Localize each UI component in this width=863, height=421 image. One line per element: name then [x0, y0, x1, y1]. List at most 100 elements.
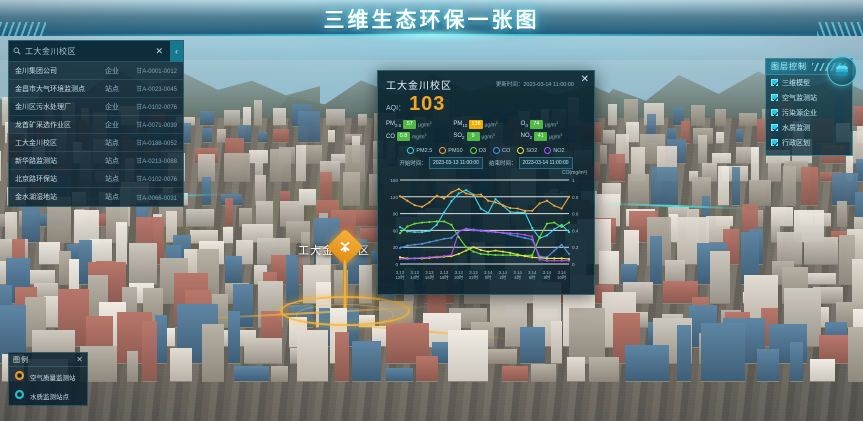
building [599, 145, 608, 165]
layer-item-3[interactable]: 水质监测 [766, 120, 852, 135]
building [258, 132, 268, 144]
chart-line-pm25 [399, 189, 570, 239]
search-result-row[interactable]: 金昌市大气环境监测点 站点 甘A-0023-0045 [9, 80, 183, 98]
layer-checkbox[interactable] [771, 109, 778, 116]
result-name: 龙首矿采选作业区 [15, 121, 71, 129]
popup-close-icon[interactable]: ✕ [580, 74, 589, 85]
chart-point [553, 228, 556, 231]
search-results-list[interactable]: 金川集团公司 企业 甘A-0001-0012 金昌市大气环境监测点 站点 甘A-0023-… [9, 62, 183, 206]
end-date-group[interactable]: 结束时间： 2023-03-14 11:00:00 [489, 157, 573, 169]
legend-series-so2[interactable]: SO2 [517, 147, 537, 154]
chart-point [560, 243, 563, 246]
date-range-picker[interactable]: 开始时间： 2023-03-13 11:00:00 结束时间： 2023-03-… [378, 156, 594, 172]
pollutant-trend-chart[interactable]: CO(mg/m³) 0 30 60 90 120 150 0 0.2 0.4 0.6 0.8 1 3.… [383, 170, 589, 280]
result-type: 站点 [105, 85, 119, 93]
chart-point [479, 193, 482, 196]
legend-series-pm10[interactable]: PM10 [439, 147, 463, 154]
chart-y2tick: 0.4 [572, 228, 579, 233]
collapse-panel-button[interactable]: ‹ [170, 40, 183, 62]
chart-point [435, 194, 438, 197]
building [739, 112, 757, 127]
chart-point [428, 229, 431, 233]
building [269, 149, 292, 183]
start-date-label: 开始时间： [399, 161, 427, 167]
legend-series-o3[interactable]: O3 [469, 147, 486, 154]
chart-xtick: 3.14 4时 [513, 270, 522, 280]
building [731, 167, 741, 207]
search-input[interactable]: 工大金川校区 [25, 46, 76, 56]
result-name: 金昌市大气环境监测点 [15, 85, 85, 93]
building [650, 236, 663, 285]
layer-item-4[interactable]: 行政区划 [766, 135, 852, 150]
series-marker [517, 147, 525, 154]
layer-checkbox[interactable] [771, 124, 778, 131]
building [325, 109, 345, 127]
layer-item-0[interactable]: 三维模型 [766, 75, 852, 90]
chart-point [398, 225, 402, 229]
result-type: 企业 [105, 67, 119, 75]
chart-point [487, 230, 490, 233]
series-marker [493, 147, 501, 154]
chart-line-so2 [399, 246, 570, 260]
station-detail-popup[interactable]: ✕ 工大金川校区 更新时间：2023-03-14 11:00:00 AQI： 1… [377, 70, 595, 295]
chart-point [494, 197, 497, 201]
building [349, 209, 378, 227]
pollutant-name: O3 [520, 120, 528, 129]
legend-series-co[interactable]: CO [493, 147, 510, 154]
map-legend-panel[interactable]: 图例 ✕ 空气质量监测站 水质监测站点 [8, 352, 88, 406]
chart-y2-label: CO(mg/m³) [562, 170, 587, 176]
search-result-row[interactable]: 新华路监测站 站点 甘A-0213-0088 [9, 152, 183, 170]
chart-legend[interactable]: PM2.5 PM10 O3 CO SO2 NO2 [378, 144, 594, 156]
building [38, 242, 60, 266]
search-result-row[interactable]: 金川集团公司 企业 甘A-0001-0012 [9, 62, 183, 80]
chart-point [567, 230, 571, 234]
chart-point [465, 228, 468, 231]
chart-point [435, 223, 438, 226]
building [0, 151, 1, 183]
search-result-row[interactable]: 龙首矿采选作业区 企业 甘A-0071-0039 [9, 116, 183, 134]
chart-point [501, 204, 504, 207]
layer-checkbox[interactable] [771, 139, 778, 146]
building [385, 367, 414, 383]
globe-layers-icon[interactable] [827, 56, 857, 86]
layer-list[interactable]: 三维模型 空气监测站 污染源企业 水质监测 行政区划 [766, 75, 852, 150]
chart-point [479, 252, 482, 256]
layer-item-1[interactable]: 空气监测站 [766, 90, 852, 105]
result-name: 新华路监测站 [15, 157, 57, 165]
layer-checkbox[interactable] [771, 94, 778, 101]
legend-series-pm25[interactable]: PM2.5 [407, 147, 432, 154]
air-station-icon [14, 370, 25, 383]
chart-ytick: 150 [390, 178, 398, 183]
start-date-group[interactable]: 开始时间： 2023-03-13 11:00:00 [399, 157, 483, 169]
legend-series-no2[interactable]: NO2 [544, 147, 565, 154]
search-result-row[interactable]: 金水湖湿地站 站点 甘A-0066-0031 [9, 188, 183, 206]
building [357, 114, 368, 127]
start-date-input[interactable]: 2023-03-13 11:00:00 [428, 157, 483, 169]
search-bar[interactable]: 工大金川校区 ✕ ‹ [9, 40, 183, 62]
pollutant-name: PM10 [453, 120, 468, 129]
chart-xtick: 3.14 10时 [557, 270, 567, 280]
chart-line-o3 [399, 220, 570, 257]
building [717, 166, 729, 207]
building [273, 107, 287, 127]
header-glow [346, 29, 517, 41]
chart-point [531, 209, 534, 212]
result-code: 甘A-0102-0076 [136, 105, 177, 111]
legend-close-icon[interactable]: ✕ [76, 355, 83, 364]
chart-xtick: 3.13 22时 [468, 270, 479, 280]
search-result-row[interactable]: 金川区污水处理厂 企业 甘A-0102-0076 [9, 98, 183, 116]
clear-search-icon[interactable]: ✕ [155, 45, 163, 56]
layer-checkbox[interactable] [771, 79, 778, 86]
layer-item-2[interactable]: 污染源企业 [766, 105, 852, 120]
building [155, 315, 168, 364]
end-date-input[interactable]: 2023-03-14 11:00:00 [518, 157, 573, 169]
chart-xtick: 3.14 0时 [483, 270, 493, 280]
chart-xtick: 3.13 14时 [410, 270, 420, 280]
search-result-row[interactable]: 工大金川校区 站点 甘A-0188-0052 [9, 134, 183, 152]
result-type: 站点 [105, 157, 119, 165]
chart-point [494, 249, 497, 252]
building [624, 230, 639, 266]
result-name: 金川集团公司 [15, 67, 57, 75]
search-result-row[interactable]: 北京路环保站 站点 甘A-0102-0076 [9, 170, 183, 188]
search-panel[interactable]: 工大金川校区 ✕ ‹ 金川集团公司 企业 甘A-0001-0012 金昌市大气环境监测… [8, 40, 184, 207]
